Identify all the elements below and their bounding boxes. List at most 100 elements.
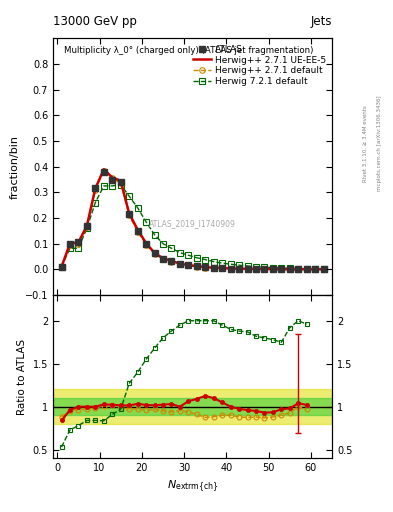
Herwig++ 2.7.1 UE-EE-5 — [59, 264, 64, 270]
Herwig++ 2.7.1 UE-EE-5 — [313, 266, 318, 272]
Text: ATLAS_2019_I1740909: ATLAS_2019_I1740909 — [149, 219, 236, 228]
Herwig++ 2.7.1 default — [203, 264, 208, 270]
Herwig++ 2.7.1 UE-EE-5 — [296, 266, 301, 272]
Herwig++ 2.7.1 UE-EE-5 — [152, 250, 157, 256]
Herwig++ 2.7.1 UE-EE-5 — [84, 223, 89, 229]
ATLAS — [287, 266, 292, 272]
Herwig 7.2.1 default — [237, 262, 241, 268]
Herwig++ 2.7.1 UE-EE-5 — [110, 175, 115, 181]
Herwig++ 2.7.1 default — [178, 261, 182, 267]
Line: Herwig++ 2.7.1 default: Herwig++ 2.7.1 default — [59, 168, 327, 272]
ATLAS — [245, 266, 250, 272]
Herwig++ 2.7.1 default — [253, 266, 258, 272]
Herwig++ 2.7.1 default — [279, 266, 284, 272]
Herwig++ 2.7.1 UE-EE-5 — [203, 264, 208, 270]
ATLAS — [228, 265, 233, 271]
Herwig 7.2.1 default — [59, 264, 64, 270]
Herwig++ 2.7.1 default — [93, 187, 98, 193]
ATLAS — [304, 266, 309, 272]
Text: mcplots.cern.ch [arXiv:1306.3436]: mcplots.cern.ch [arXiv:1306.3436] — [377, 96, 382, 191]
Herwig++ 2.7.1 default — [262, 266, 267, 272]
ATLAS — [93, 185, 98, 191]
ATLAS — [135, 228, 140, 234]
Herwig++ 2.7.1 default — [220, 265, 224, 271]
Herwig++ 2.7.1 UE-EE-5 — [195, 263, 199, 269]
Herwig 7.2.1 default — [253, 264, 258, 270]
Herwig 7.2.1 default — [127, 193, 132, 199]
Herwig++ 2.7.1 UE-EE-5 — [228, 265, 233, 271]
Herwig++ 2.7.1 default — [186, 262, 191, 268]
Herwig++ 2.7.1 UE-EE-5 — [161, 255, 165, 261]
ATLAS — [237, 266, 241, 272]
Herwig++ 2.7.1 UE-EE-5 — [93, 185, 98, 191]
Herwig 7.2.1 default — [313, 266, 318, 272]
Herwig++ 2.7.1 default — [245, 266, 250, 272]
Herwig 7.2.1 default — [76, 245, 81, 251]
Y-axis label: fraction/bin: fraction/bin — [9, 135, 19, 199]
Herwig++ 2.7.1 UE-EE-5 — [245, 266, 250, 272]
Line: Herwig++ 2.7.1 UE-EE-5: Herwig++ 2.7.1 UE-EE-5 — [62, 169, 323, 269]
X-axis label: $N_{\rm extrm\{ch\}}$: $N_{\rm extrm\{ch\}}$ — [167, 479, 219, 495]
Legend: ATLAS, Herwig++ 2.7.1 UE-EE-5, Herwig++ 2.7.1 default, Herwig 7.2.1 default: ATLAS, Herwig++ 2.7.1 UE-EE-5, Herwig++ … — [189, 41, 329, 90]
Herwig++ 2.7.1 UE-EE-5 — [127, 210, 132, 217]
Herwig++ 2.7.1 default — [211, 265, 216, 271]
Herwig 7.2.1 default — [68, 245, 72, 251]
Herwig++ 2.7.1 default — [195, 264, 199, 270]
Herwig 7.2.1 default — [228, 261, 233, 267]
Herwig 7.2.1 default — [178, 249, 182, 255]
Herwig++ 2.7.1 default — [101, 167, 106, 174]
Herwig++ 2.7.1 UE-EE-5 — [68, 241, 72, 247]
ATLAS — [152, 250, 157, 256]
Herwig++ 2.7.1 UE-EE-5 — [262, 266, 267, 272]
Herwig 7.2.1 default — [84, 225, 89, 231]
ATLAS — [161, 255, 165, 262]
Herwig 7.2.1 default — [101, 183, 106, 189]
ATLAS — [68, 241, 72, 247]
Herwig 7.2.1 default — [262, 264, 267, 270]
Herwig 7.2.1 default — [118, 182, 123, 188]
ATLAS — [296, 266, 301, 272]
Herwig++ 2.7.1 UE-EE-5 — [101, 166, 106, 173]
ATLAS — [101, 169, 106, 175]
Herwig 7.2.1 default — [152, 231, 157, 238]
ATLAS — [321, 266, 326, 272]
Line: ATLAS: ATLAS — [59, 169, 327, 272]
Herwig 7.2.1 default — [321, 266, 326, 272]
ATLAS — [279, 266, 284, 272]
Herwig 7.2.1 default — [93, 200, 98, 206]
Herwig++ 2.7.1 UE-EE-5 — [144, 240, 149, 246]
ATLAS — [59, 264, 64, 270]
Herwig++ 2.7.1 default — [237, 266, 241, 272]
Herwig++ 2.7.1 default — [152, 250, 157, 257]
Herwig++ 2.7.1 default — [68, 242, 72, 248]
Herwig++ 2.7.1 default — [270, 266, 275, 272]
ATLAS — [76, 239, 81, 245]
Herwig 7.2.1 default — [279, 265, 284, 271]
Herwig 7.2.1 default — [304, 265, 309, 271]
ATLAS — [186, 262, 191, 268]
Text: Jets: Jets — [310, 15, 332, 28]
Herwig++ 2.7.1 default — [313, 266, 318, 272]
Herwig++ 2.7.1 UE-EE-5 — [118, 178, 123, 184]
Herwig 7.2.1 default — [296, 265, 301, 271]
Herwig++ 2.7.1 UE-EE-5 — [279, 266, 284, 272]
Text: Multiplicity λ_0° (charged only) (ATLAS jet fragmentation): Multiplicity λ_0° (charged only) (ATLAS … — [64, 46, 314, 55]
Herwig++ 2.7.1 default — [135, 229, 140, 235]
Line: Herwig 7.2.1 default: Herwig 7.2.1 default — [59, 182, 327, 272]
Herwig 7.2.1 default — [186, 252, 191, 258]
ATLAS — [270, 266, 275, 272]
Herwig++ 2.7.1 default — [59, 264, 64, 270]
Herwig++ 2.7.1 UE-EE-5 — [253, 266, 258, 272]
Herwig++ 2.7.1 UE-EE-5 — [237, 266, 241, 272]
Herwig++ 2.7.1 default — [304, 266, 309, 272]
ATLAS — [144, 241, 149, 247]
Herwig++ 2.7.1 default — [296, 266, 301, 272]
Herwig 7.2.1 default — [270, 264, 275, 270]
Herwig++ 2.7.1 UE-EE-5 — [135, 226, 140, 232]
Text: 13000 GeV pp: 13000 GeV pp — [53, 15, 137, 28]
Herwig 7.2.1 default — [161, 241, 165, 247]
Herwig++ 2.7.1 default — [110, 175, 115, 181]
Herwig 7.2.1 default — [169, 245, 174, 251]
Herwig++ 2.7.1 UE-EE-5 — [321, 266, 326, 272]
ATLAS — [195, 263, 199, 269]
